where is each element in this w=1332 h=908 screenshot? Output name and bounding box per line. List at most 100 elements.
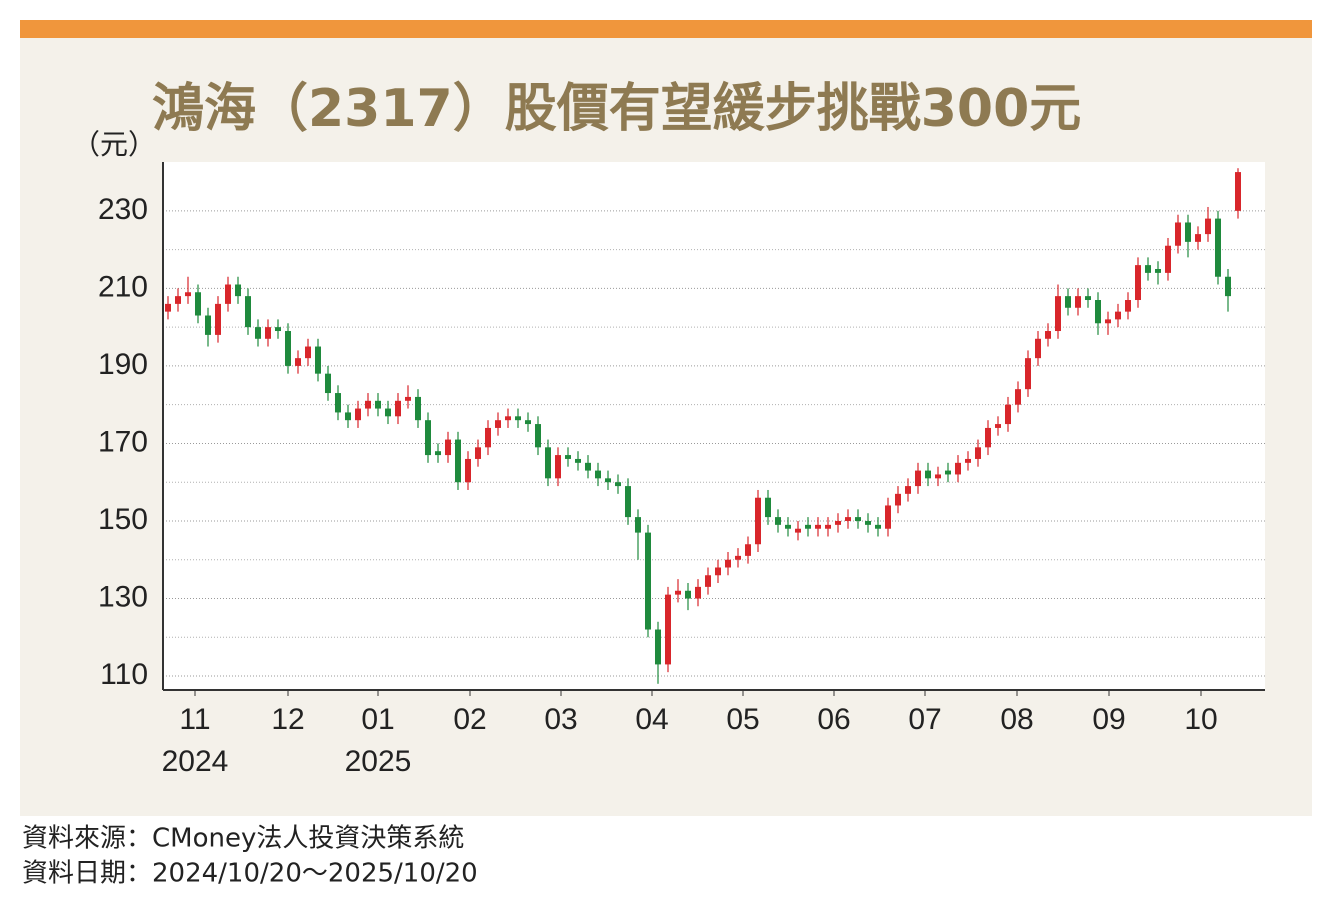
x-tick-label: 11	[179, 703, 210, 736]
candle-body	[285, 331, 291, 366]
x-tick-label: 01	[361, 703, 394, 736]
chart-title: 鴻海（2317）股價有望緩步挑戰300元	[152, 79, 1081, 139]
candle-body	[475, 447, 481, 459]
x-tick-label: 09	[1092, 703, 1125, 736]
candle-body	[605, 478, 611, 483]
candle-body	[545, 447, 551, 479]
candle-body	[1235, 172, 1241, 211]
candle-body	[645, 532, 651, 630]
candle-body	[755, 497, 761, 545]
candle-body	[855, 517, 861, 521]
candle-body	[1155, 268, 1161, 273]
candle-body	[1205, 218, 1211, 235]
y-tick-label: 170	[98, 425, 148, 458]
candle-body	[345, 412, 351, 421]
candle-body	[885, 505, 891, 529]
candle-body	[235, 284, 241, 297]
candle-body	[635, 517, 641, 533]
candle-body	[965, 458, 971, 463]
x-tick-label: 04	[635, 703, 668, 736]
x-tick-label: 03	[544, 703, 577, 736]
candle-body	[775, 517, 781, 525]
candle-body	[1135, 265, 1141, 301]
candle-body	[175, 296, 181, 304]
candle-body	[1115, 311, 1121, 320]
x-tick-label: 10	[1184, 703, 1217, 736]
x-tick-label: 02	[453, 703, 486, 736]
candle-body	[205, 315, 211, 335]
candle-body	[225, 284, 231, 304]
candle-body	[1105, 319, 1111, 324]
candle-body	[515, 416, 521, 421]
candle-body	[1085, 296, 1091, 301]
candle-body	[315, 346, 321, 374]
candle-body	[185, 292, 191, 297]
x-tick-label: 08	[1000, 703, 1033, 736]
top-bar	[20, 20, 1312, 38]
candle-body	[765, 497, 771, 518]
x-tick-label: 12	[271, 703, 304, 736]
candle-body	[1025, 358, 1031, 390]
x-year-label: 2025	[345, 745, 412, 778]
candle-body	[1215, 218, 1221, 277]
candle-body	[195, 292, 201, 316]
candle-body	[255, 327, 261, 339]
candle-body	[455, 439, 461, 483]
candle-body	[945, 470, 951, 475]
candle-body	[1045, 331, 1051, 339]
candle-body	[485, 427, 491, 448]
candle-body	[815, 524, 821, 529]
candle-body	[365, 400, 371, 409]
candle-body	[335, 393, 341, 413]
candle-body	[615, 482, 621, 487]
candle-body	[895, 493, 901, 506]
candle-body	[655, 629, 661, 665]
candles	[165, 168, 1241, 684]
y-tick-label: 130	[98, 580, 148, 613]
candle-body	[355, 408, 361, 421]
candle-body	[905, 486, 911, 494]
candle-body	[995, 424, 1001, 428]
y-tick-label: 230	[98, 193, 148, 226]
candle-body	[665, 594, 671, 665]
candle-body	[445, 439, 451, 456]
x-tick-label: 05	[726, 703, 759, 736]
candle-body	[625, 486, 631, 518]
candle-body	[805, 524, 811, 529]
candle-body	[735, 555, 741, 560]
candle-body	[685, 590, 691, 599]
candle-body	[395, 400, 401, 417]
y-tick-label: 190	[98, 348, 148, 381]
candle-body	[835, 520, 841, 525]
candle-body	[845, 517, 851, 521]
candle-body	[695, 586, 701, 599]
candle-body	[325, 373, 331, 394]
candle-body	[165, 303, 171, 312]
candle-body	[595, 470, 601, 479]
candle-body	[435, 451, 441, 456]
candle-body	[555, 455, 561, 479]
candle-body	[1035, 338, 1041, 359]
candle-body	[675, 590, 681, 595]
source-note: 資料來源：CMoney法人投資決策系統	[22, 824, 464, 854]
candle-body	[865, 520, 871, 525]
candle-body	[1095, 300, 1101, 324]
candle-body	[1175, 222, 1181, 246]
candle-body	[425, 420, 431, 456]
candle-body	[405, 396, 411, 401]
grid	[163, 210, 1265, 677]
candle-body	[975, 447, 981, 459]
candle-body	[215, 303, 221, 335]
candle-body	[1075, 296, 1081, 308]
candle-body	[565, 455, 571, 459]
candle-body	[935, 474, 941, 479]
candle-body	[1195, 234, 1201, 242]
candle-body	[925, 470, 931, 479]
y-tick-label: 210	[98, 270, 148, 303]
candle-body	[495, 420, 501, 428]
candle-body	[1185, 222, 1191, 242]
candle-body	[375, 400, 381, 409]
candle-body	[955, 462, 961, 475]
candle-body	[705, 575, 711, 587]
